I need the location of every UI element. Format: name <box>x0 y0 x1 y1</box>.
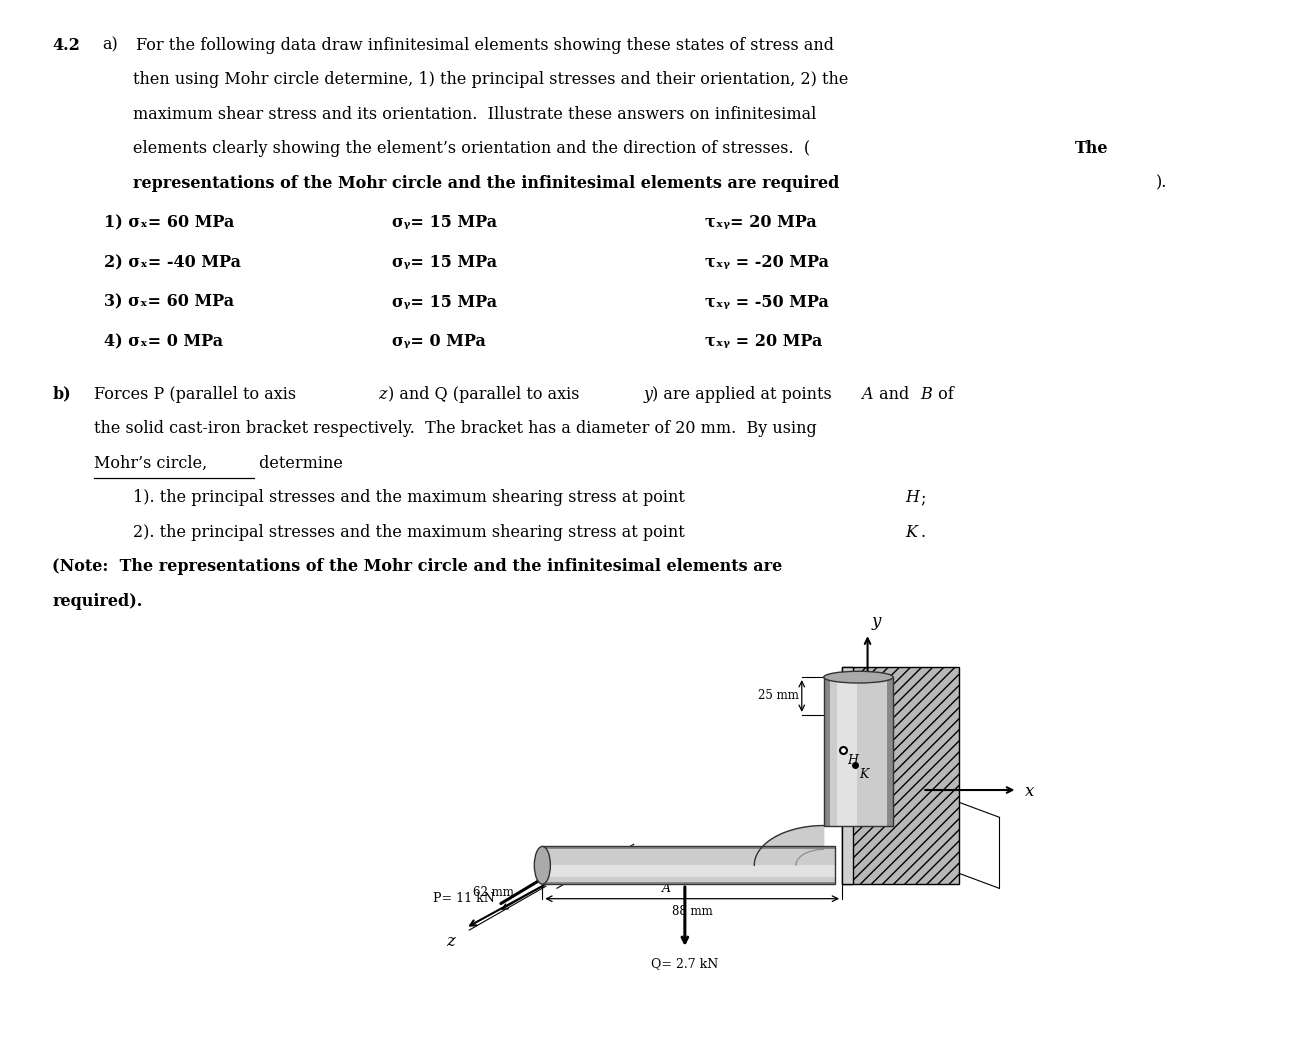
Text: P= 11 kN: P= 11 kN <box>433 892 495 905</box>
Text: H: H <box>906 489 920 506</box>
Text: ) and Q (parallel to axis: ) and Q (parallel to axis <box>388 386 585 402</box>
Text: σᵧ= 15 MPa: σᵧ= 15 MPa <box>392 294 497 310</box>
Text: y: y <box>872 613 881 630</box>
Text: τₓᵧ = 20 MPa: τₓᵧ = 20 MPa <box>705 333 822 350</box>
Text: σᵧ= 0 MPa: σᵧ= 0 MPa <box>392 333 485 350</box>
Text: and: and <box>874 386 915 402</box>
Bar <box>823 677 830 826</box>
Bar <box>830 677 887 826</box>
Text: 2). the principal stresses and the maximum shearing stress at point: 2). the principal stresses and the maxim… <box>133 524 690 540</box>
Text: determine: determine <box>254 455 343 471</box>
Text: B: B <box>920 386 932 402</box>
Text: ) are applied at points: ) are applied at points <box>652 386 838 402</box>
Text: elements clearly showing the element’s orientation and the direction of stresses: elements clearly showing the element’s o… <box>133 140 810 157</box>
Text: y: y <box>643 386 652 402</box>
Text: For the following data draw infinitesimal elements showing these states of stres: For the following data draw infinitesima… <box>136 37 834 53</box>
Text: b): b) <box>52 386 70 402</box>
Text: the solid cast-iron bracket respectively.  The bracket has a diameter of 20 mm. : the solid cast-iron bracket respectively… <box>94 420 817 437</box>
Text: 88 mm: 88 mm <box>672 905 713 918</box>
Bar <box>887 677 893 826</box>
Text: 4.2: 4.2 <box>52 37 80 53</box>
Text: Forces P (parallel to axis: Forces P (parallel to axis <box>94 386 301 402</box>
Text: .: . <box>920 524 925 540</box>
Text: 1) σₓ= 60 MPa: 1) σₓ= 60 MPa <box>104 214 235 231</box>
Bar <box>543 882 835 884</box>
Bar <box>543 846 835 884</box>
Text: z: z <box>378 386 386 402</box>
Text: 3) σₓ= 60 MPa: 3) σₓ= 60 MPa <box>104 294 235 310</box>
Text: τₓᵧ = -20 MPa: τₓᵧ = -20 MPa <box>705 254 829 271</box>
Text: maximum shear stress and its orientation.  Illustrate these answers on infinites: maximum shear stress and its orientation… <box>133 106 817 122</box>
Ellipse shape <box>823 671 893 683</box>
Text: 2) σₓ= -40 MPa: 2) σₓ= -40 MPa <box>104 254 241 271</box>
Bar <box>549 865 835 877</box>
Text: A: A <box>662 882 671 895</box>
Text: required).: required). <box>52 593 142 609</box>
Bar <box>842 667 959 884</box>
Text: z: z <box>446 933 455 950</box>
Text: Q= 2.7 kN: Q= 2.7 kN <box>651 957 719 970</box>
Polygon shape <box>754 826 823 865</box>
Text: ;: ; <box>920 489 925 506</box>
Text: σᵧ= 15 MPa: σᵧ= 15 MPa <box>392 214 497 231</box>
Bar <box>823 677 893 826</box>
Text: of: of <box>933 386 954 402</box>
Text: then using Mohr circle determine, 1) the principal stresses and their orientatio: then using Mohr circle determine, 1) the… <box>133 71 848 88</box>
Text: B: B <box>569 872 578 884</box>
Text: σᵧ= 15 MPa: σᵧ= 15 MPa <box>392 254 497 271</box>
Bar <box>837 677 857 826</box>
Text: 62 mm: 62 mm <box>472 886 514 899</box>
Text: Mohr’s circle,: Mohr’s circle, <box>94 455 207 471</box>
Text: (Note:  The representations of the Mohr circle and the infinitesimal elements ar: (Note: The representations of the Mohr c… <box>52 558 783 575</box>
Text: The: The <box>1075 140 1109 157</box>
Text: τₓᵧ= 20 MPa: τₓᵧ= 20 MPa <box>705 214 817 231</box>
Text: x: x <box>1024 783 1034 799</box>
Text: 1). the principal stresses and the maximum shearing stress at point: 1). the principal stresses and the maxim… <box>133 489 690 506</box>
Text: 25 mm: 25 mm <box>758 690 799 702</box>
Text: τₓᵧ = -50 MPa: τₓᵧ = -50 MPa <box>705 294 829 310</box>
Bar <box>842 667 853 884</box>
Text: H: H <box>847 753 857 767</box>
Text: A: A <box>861 386 873 402</box>
Text: K: K <box>859 768 868 781</box>
Bar <box>543 849 835 882</box>
Bar <box>543 846 835 849</box>
Ellipse shape <box>534 846 551 884</box>
Text: a): a) <box>102 37 117 53</box>
Text: 4) σₓ= 0 MPa: 4) σₓ= 0 MPa <box>104 333 223 350</box>
Text: representations of the Mohr circle and the infinitesimal elements are required: representations of the Mohr circle and t… <box>133 175 839 191</box>
Text: ).: ). <box>1156 175 1168 191</box>
Text: K: K <box>906 524 917 540</box>
